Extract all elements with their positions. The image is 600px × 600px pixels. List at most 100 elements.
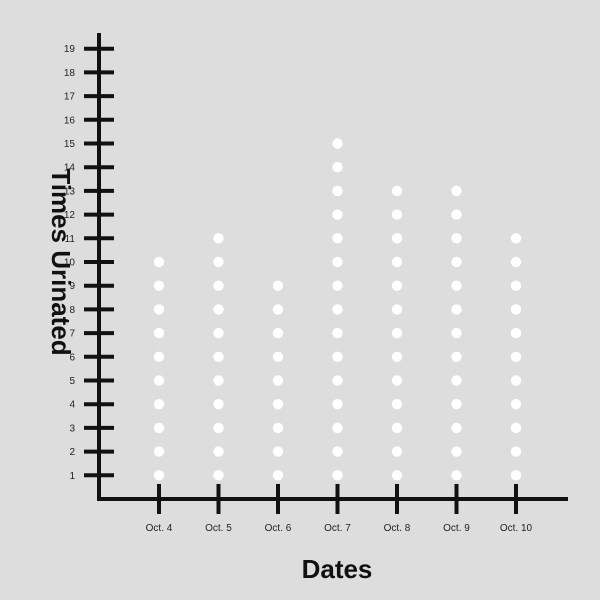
dot-column: [332, 138, 343, 481]
y-tick-label: 5: [69, 376, 75, 387]
data-dot: [510, 351, 522, 362]
data-dot: [213, 470, 224, 481]
y-tick-label: 14: [64, 163, 76, 174]
y-tick-label: 17: [64, 92, 76, 103]
data-dot: [332, 327, 343, 339]
data-dot: [213, 399, 224, 410]
data-dot: [332, 399, 343, 410]
data-dot: [391, 422, 403, 434]
data-dot: [213, 351, 224, 362]
y-tick-label: 6: [69, 352, 75, 363]
data-dot: [153, 375, 165, 386]
data-dot: [391, 304, 403, 315]
y-tick-label: 4: [69, 400, 75, 411]
data-dot: [153, 256, 165, 268]
data-dot: [510, 233, 522, 244]
data-dot: [510, 422, 522, 434]
data-dot: [332, 209, 343, 220]
x-tick-label: Oct. 10: [500, 523, 533, 534]
data-dot: [451, 233, 462, 244]
data-dot: [272, 470, 284, 481]
y-tick-label: 8: [69, 305, 75, 316]
y-tick-label: 12: [64, 210, 76, 221]
data-dot: [391, 446, 403, 457]
data-dot: [272, 304, 284, 315]
data-dot: [332, 375, 343, 386]
data-dot: [272, 327, 284, 339]
data-dot: [510, 446, 522, 457]
data-dot: [391, 185, 403, 197]
dot-column: [153, 256, 165, 481]
data-dot: [451, 185, 462, 197]
data-dot: [510, 256, 522, 268]
x-tick-label: Oct. 7: [324, 523, 351, 534]
data-dot: [451, 399, 462, 410]
y-axis-title: Times Urinated: [46, 168, 76, 355]
data-dot: [332, 304, 343, 315]
y-tick-label: 1: [69, 471, 75, 482]
x-tick-label: Oct. 4: [146, 523, 173, 534]
x-tick-label: Oct. 8: [384, 523, 411, 534]
x-tick-label: Oct. 9: [443, 523, 470, 534]
data-dot: [153, 470, 165, 481]
data-dot: [213, 375, 224, 386]
data-dot: [153, 351, 165, 362]
data-dot: [153, 327, 165, 339]
data-dot: [153, 446, 165, 457]
data-dot: [332, 351, 343, 362]
data-dot: [510, 375, 522, 386]
data-dot: [451, 375, 462, 386]
data-dot: [153, 280, 165, 291]
data-dot: [391, 209, 403, 220]
y-tick-label: 18: [64, 68, 76, 79]
data-dot: [451, 422, 462, 434]
data-dot: [332, 138, 343, 149]
data-dot: [213, 327, 224, 339]
data-dot: [391, 351, 403, 362]
data-dot: [272, 446, 284, 457]
data-dot: [332, 422, 343, 434]
y-tick-label: 10: [64, 258, 76, 269]
dot-column: [272, 280, 284, 481]
data-dot: [391, 470, 403, 481]
data-dot: [332, 470, 343, 481]
data-dot: [451, 304, 462, 315]
data-dot: [451, 470, 462, 481]
data-dot: [213, 280, 224, 291]
y-tick-label: 15: [64, 139, 76, 150]
data-dot: [451, 209, 462, 220]
dot-column: [213, 233, 224, 481]
data-dot: [272, 422, 284, 434]
data-dot: [391, 399, 403, 410]
data-dot: [153, 422, 165, 434]
data-dot: [451, 351, 462, 362]
axes: [97, 33, 568, 501]
y-tick-label: 16: [64, 115, 76, 126]
data-dot: [510, 304, 522, 315]
dot-column: [510, 233, 522, 481]
data-dots: [153, 138, 522, 481]
y-tick-label: 19: [64, 44, 76, 55]
data-dot: [510, 280, 522, 291]
data-dot: [451, 446, 462, 457]
y-tick-label: 7: [69, 329, 75, 340]
data-dot: [391, 256, 403, 268]
data-dot: [391, 280, 403, 291]
y-tick-label: 11: [65, 234, 76, 245]
data-dot: [510, 470, 522, 481]
data-dot: [213, 304, 224, 315]
data-dot: [451, 256, 462, 268]
data-dot: [213, 233, 224, 244]
data-dot: [332, 233, 343, 244]
y-tick-label: 13: [64, 186, 76, 197]
data-dot: [272, 351, 284, 362]
data-dot: [391, 327, 403, 339]
dot-column: [451, 185, 462, 481]
dot-column: [391, 185, 403, 481]
x-axis-title: Dates: [302, 554, 373, 584]
data-dot: [213, 446, 224, 457]
data-dot: [213, 422, 224, 434]
